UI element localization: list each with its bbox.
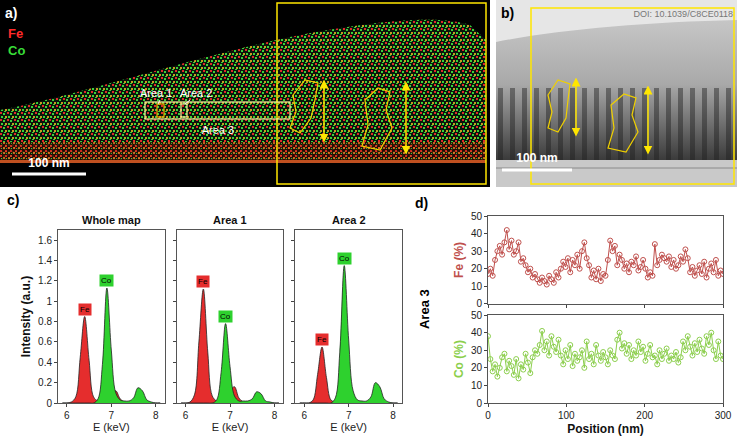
svg-text:30: 30 xyxy=(471,246,483,257)
svg-text:8: 8 xyxy=(272,410,278,421)
svg-text:10: 10 xyxy=(471,281,483,292)
svg-text:0.2: 0.2 xyxy=(38,377,52,388)
svg-text:a): a) xyxy=(5,5,17,21)
svg-text:Fe: Fe xyxy=(8,26,23,41)
svg-text:b): b) xyxy=(501,5,514,21)
svg-text:20: 20 xyxy=(471,362,483,373)
svg-text:E (keV): E (keV) xyxy=(93,421,130,433)
svg-text:200: 200 xyxy=(636,410,653,421)
svg-text:100: 100 xyxy=(558,410,575,421)
svg-text:50: 50 xyxy=(471,211,483,222)
svg-text:Area 1: Area 1 xyxy=(140,87,172,99)
svg-text:50: 50 xyxy=(471,310,483,321)
svg-text:100 nm: 100 nm xyxy=(516,151,557,165)
svg-text:40: 40 xyxy=(471,327,483,338)
svg-text:E (keV): E (keV) xyxy=(212,421,249,433)
svg-text:Fe: Fe xyxy=(198,277,208,286)
svg-text:Whole map: Whole map xyxy=(82,214,141,226)
svg-text:40: 40 xyxy=(471,228,483,239)
svg-text:Area 1: Area 1 xyxy=(213,214,247,226)
svg-text:c): c) xyxy=(7,192,19,208)
svg-text:Area 3: Area 3 xyxy=(417,289,432,329)
svg-text:0: 0 xyxy=(476,398,482,409)
svg-text:10: 10 xyxy=(471,380,483,391)
svg-text:Fe: Fe xyxy=(80,305,90,314)
svg-text:0: 0 xyxy=(476,298,482,309)
svg-text:0: 0 xyxy=(46,398,52,409)
svg-text:100 nm: 100 nm xyxy=(28,156,69,170)
svg-text:Intensity (a.u.): Intensity (a.u.) xyxy=(19,276,33,357)
svg-text:1.2: 1.2 xyxy=(38,275,52,286)
svg-text:6: 6 xyxy=(183,410,189,421)
svg-text:Co (%): Co (%) xyxy=(452,340,466,378)
svg-text:Co: Co xyxy=(339,254,350,263)
svg-text:DOI: 10.1039/C8CE0118: DOI: 10.1039/C8CE0118 xyxy=(634,9,733,19)
svg-text:300: 300 xyxy=(715,410,732,421)
svg-text:8: 8 xyxy=(153,410,159,421)
svg-text:1.4: 1.4 xyxy=(38,255,52,266)
svg-text:E (keV): E (keV) xyxy=(330,421,367,433)
svg-text:6: 6 xyxy=(301,410,307,421)
svg-text:d): d) xyxy=(415,195,428,211)
svg-text:Co: Co xyxy=(220,312,231,321)
svg-text:0: 0 xyxy=(485,410,491,421)
svg-text:Position (nm): Position (nm) xyxy=(567,422,644,436)
svg-text:30: 30 xyxy=(471,345,483,356)
svg-text:7: 7 xyxy=(346,410,352,421)
svg-text:0.6: 0.6 xyxy=(38,336,52,347)
svg-text:20: 20 xyxy=(471,263,483,274)
svg-text:Fe (%): Fe (%) xyxy=(452,242,466,278)
svg-text:7: 7 xyxy=(227,410,233,421)
svg-text:Co: Co xyxy=(8,43,25,58)
svg-text:0.4: 0.4 xyxy=(38,357,52,368)
svg-text:7: 7 xyxy=(109,410,115,421)
svg-text:6: 6 xyxy=(64,410,70,421)
svg-text:Co: Co xyxy=(101,276,112,285)
svg-text:8: 8 xyxy=(390,410,396,421)
svg-text:Fe: Fe xyxy=(317,335,327,344)
svg-text:1.6: 1.6 xyxy=(38,235,52,246)
svg-text:Area 3: Area 3 xyxy=(202,124,234,136)
svg-text:0.8: 0.8 xyxy=(38,316,52,327)
svg-text:Area 2: Area 2 xyxy=(332,214,366,226)
svg-text:1: 1 xyxy=(46,296,52,307)
svg-text:Area 2: Area 2 xyxy=(180,87,212,99)
